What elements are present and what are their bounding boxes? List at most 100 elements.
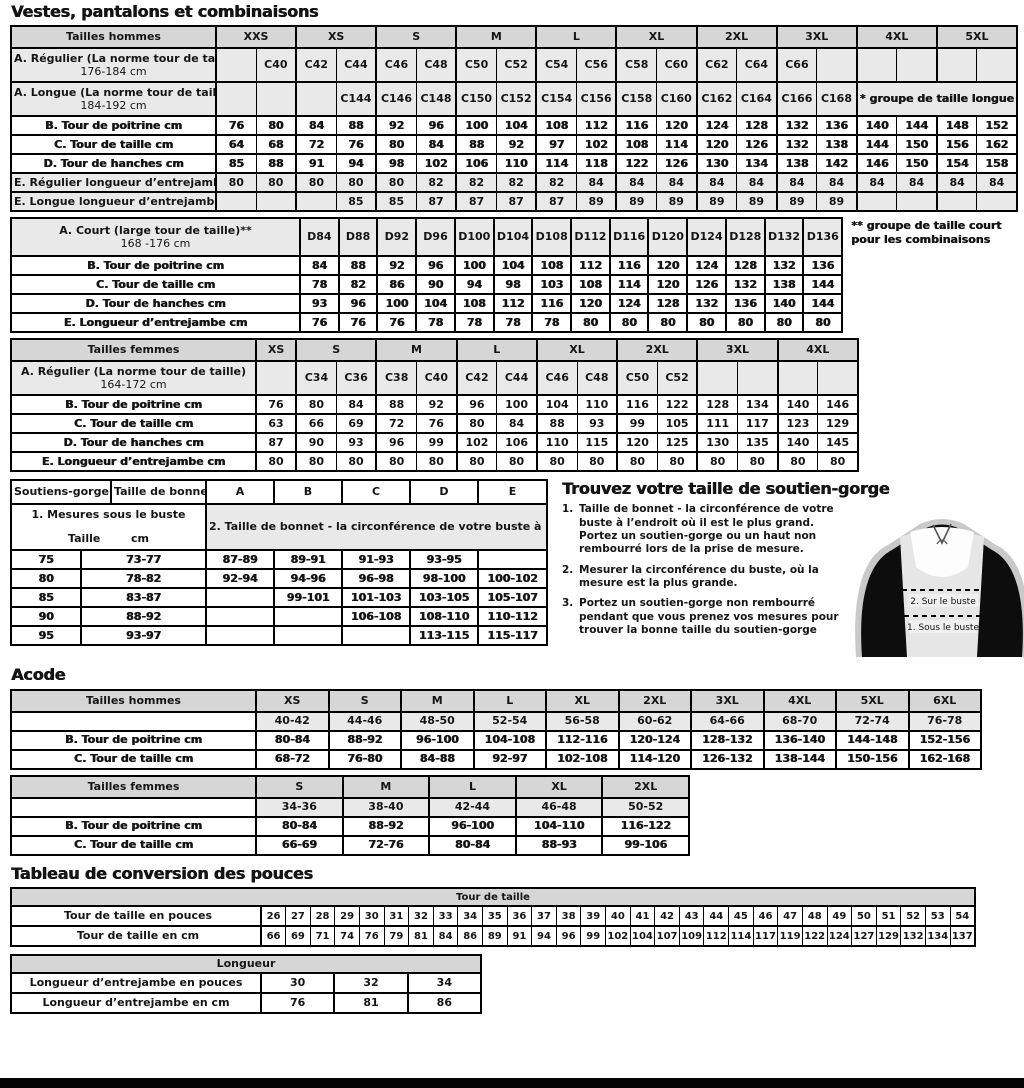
- cell: S: [255, 774, 344, 799]
- cell: 106-108: [341, 606, 411, 628]
- cell: 114-120: [617, 748, 692, 770]
- cell: 80: [576, 451, 618, 473]
- cell: D108: [531, 217, 572, 258]
- empty-cell: [696, 360, 739, 397]
- cell: 84: [695, 172, 738, 194]
- cell: 36: [506, 905, 533, 928]
- acode-women-sizes-row: 34-36 38-40 42-44 46-48 50-52: [10, 796, 690, 818]
- cell: 105-107: [477, 587, 548, 609]
- cell: 79: [383, 925, 410, 948]
- cell: C52: [656, 360, 698, 397]
- cell: 120: [647, 274, 688, 296]
- waist-inches-row: Tour de taille en pouces 26 27 28 29 30 31 32 33…: [10, 905, 976, 928]
- cell: 134: [924, 925, 951, 948]
- empty-cell: [477, 549, 548, 571]
- women-waist-row: C. Tour de taille cm 63 66 69 72 76 80 84 88 93 99…: [10, 413, 859, 435]
- cell: 126-132: [690, 748, 764, 770]
- cell: 104: [415, 293, 456, 315]
- cell: 87: [495, 191, 537, 213]
- cell: L: [535, 25, 617, 50]
- cell: 124: [608, 293, 649, 315]
- cell: D104: [492, 217, 533, 258]
- empty-cell: [896, 191, 938, 213]
- cell: 96: [555, 925, 582, 948]
- cell: 102: [415, 153, 457, 175]
- cell: 111: [696, 413, 739, 435]
- cell: C148: [415, 81, 457, 118]
- cell: 26: [260, 905, 287, 928]
- cell: 89-91: [273, 549, 343, 571]
- cell: 114: [535, 153, 577, 175]
- cell: 115-117: [477, 625, 548, 647]
- cell: 158: [976, 153, 1018, 175]
- row-label: C. Tour de taille cm: [10, 834, 257, 856]
- cell: 96: [415, 115, 457, 137]
- cell: 63: [254, 413, 297, 435]
- cell: 66: [295, 413, 337, 435]
- cell: 80: [570, 312, 611, 334]
- cell: 124: [695, 115, 738, 137]
- cell: 84: [299, 255, 340, 277]
- court-size-row: A. Court (large tour de taille)** 168 -17…: [10, 217, 843, 258]
- empty-cell: [855, 191, 898, 213]
- cell: 93-95: [409, 549, 479, 571]
- cell: 82: [495, 172, 537, 194]
- row-label: E. Longue longueur d’entrejambe cm: [10, 191, 217, 213]
- cell: 93: [576, 413, 618, 435]
- cell: 47: [777, 905, 803, 928]
- row-label: B. Tour de poitrine cm: [10, 255, 301, 277]
- cell: D128: [724, 217, 766, 258]
- cell: 52-54: [472, 710, 547, 732]
- row-label: A. Court (large tour de taille)** 168 -17…: [10, 217, 301, 258]
- cell: 3XL: [696, 338, 779, 363]
- cell: 84: [496, 413, 538, 435]
- cell: 80: [763, 312, 804, 334]
- row-label: E. Longueur d’entrejambe cm: [10, 312, 301, 334]
- cell: 104-110: [514, 815, 603, 837]
- cell: 76: [299, 312, 340, 334]
- cell: 33: [432, 905, 459, 928]
- cell: C46: [535, 360, 578, 397]
- cell: 130: [695, 153, 738, 175]
- cell: 100: [453, 255, 495, 277]
- cell: 80-84: [255, 815, 344, 837]
- cell: 92: [376, 255, 417, 277]
- cell: 87-89: [205, 549, 275, 571]
- cell: 84: [736, 172, 778, 194]
- cell: 96: [415, 255, 456, 277]
- cell: 38-40: [341, 796, 430, 818]
- cup-size-header: Taille de bonnet: [110, 479, 207, 506]
- cell: 138: [775, 153, 818, 175]
- men-size-group-header-row: Tailles hommes XXS XS S M L XL 2XL 3XL 4XL 5XL: [10, 25, 1018, 50]
- cell: 128: [647, 293, 688, 315]
- cell: 76-78: [907, 710, 982, 732]
- size-guide-page: Vestes, pantalons et combinaisons Taille…: [10, 2, 1024, 1015]
- cell: 116: [615, 115, 658, 137]
- step-text: Mesurer la circonférence du buste, où la…: [579, 563, 819, 590]
- cell: 72: [295, 134, 337, 156]
- cell: C38: [375, 360, 418, 397]
- cell: 104: [495, 115, 537, 137]
- cell: 80: [724, 312, 766, 334]
- cell: 68-70: [762, 710, 837, 732]
- cell: 38: [555, 905, 582, 928]
- cell: 84: [816, 172, 858, 194]
- cell: C156: [575, 81, 617, 118]
- cell: 88: [535, 413, 578, 435]
- cell: 84: [775, 172, 818, 194]
- cell: 112-116: [545, 729, 619, 751]
- cell: 27: [285, 905, 311, 928]
- cell: 136: [802, 255, 843, 277]
- cell: 84: [415, 134, 457, 156]
- cell: 104-108: [472, 729, 547, 751]
- cell: 35: [481, 905, 508, 928]
- cell: 132: [763, 255, 804, 277]
- cell: 82: [455, 172, 497, 194]
- cell: 48-50: [400, 710, 474, 732]
- string-bow: [936, 539, 948, 545]
- empty-cell: [935, 191, 978, 213]
- men-table-title: Tailles hommes: [10, 25, 217, 50]
- cell: 134: [736, 153, 778, 175]
- cell: 91: [506, 925, 533, 948]
- step-number: 1.: [562, 503, 574, 516]
